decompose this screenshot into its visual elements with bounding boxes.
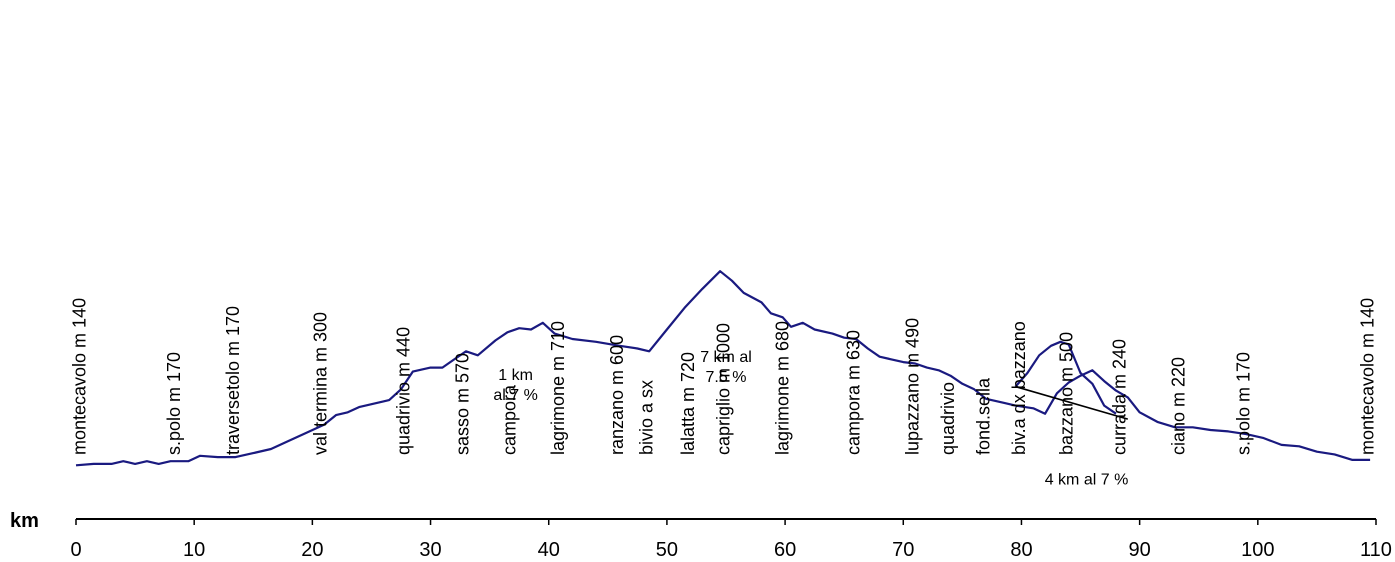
- gradient-note-line: al 7 %: [493, 387, 537, 404]
- place-label: lagrimone m 710: [548, 321, 568, 455]
- place-label: fond.sella: [974, 377, 994, 455]
- x-tick-label: 110: [1360, 539, 1392, 561]
- gradient-notes: 1 km al 7 % 7 km al 7.5 % 4 km al 7 %: [493, 349, 1128, 488]
- gradient-note-line: 7 km al: [700, 349, 752, 366]
- x-tick-label: 30: [419, 539, 441, 561]
- gradient-note: 1 km al 7 %: [493, 367, 537, 404]
- place-label: biv.a dx bazzano: [1009, 321, 1029, 455]
- place-label: montecavolo m 140: [1358, 298, 1378, 455]
- elevation-series-line: [75, 270, 1371, 467]
- place-label: ranzano m 600: [607, 335, 627, 455]
- place-label: lagrimone m 680: [773, 321, 793, 455]
- x-tick-label: 20: [301, 539, 323, 561]
- place-label: lalatta m 720: [678, 352, 698, 455]
- place-labels: montecavolo m 140 s.polo m 170 traversetol…: [70, 298, 1378, 455]
- place-label: lupazzano m 490: [903, 318, 923, 455]
- gradient-note-line: 1 km: [498, 367, 533, 384]
- gradient-note: 4 km al 7 %: [1045, 471, 1129, 488]
- x-tick-label: 100: [1241, 539, 1274, 561]
- x-tick-label: 40: [538, 539, 560, 561]
- x-tick-label: 60: [774, 539, 796, 561]
- x-tick-label: 70: [892, 539, 914, 561]
- x-tick-label: 80: [1010, 539, 1032, 561]
- x-axis-ticks: 0 10 20 30 40 50 60 70 80 90 100 110: [70, 519, 1392, 561]
- gradient-guide-line: [1015, 385, 1129, 420]
- x-tick-label: 50: [656, 539, 678, 561]
- place-label: s.polo m 170: [164, 352, 184, 455]
- place-label: sasso m 570: [452, 353, 472, 455]
- place-label: val termina m 300: [311, 312, 331, 455]
- place-label: quadrivio m 440: [393, 327, 413, 455]
- place-label: campora: [500, 384, 520, 455]
- place-label: bivio a sx: [637, 380, 657, 455]
- place-label: traversetolo m 170: [223, 306, 243, 455]
- place-label: s.polo m 170: [1234, 352, 1254, 455]
- place-label: ciano m 220: [1169, 357, 1189, 455]
- place-label: quadrivio: [938, 382, 958, 455]
- place-label: currada m 240: [1110, 339, 1130, 455]
- gradient-note-line: 4 km al 7 %: [1045, 471, 1129, 488]
- x-axis-title: km: [10, 510, 39, 532]
- x-tick-label: 10: [183, 539, 205, 561]
- place-label: montecavolo m 140: [70, 298, 90, 455]
- profile-lines: [75, 270, 1371, 467]
- x-tick-label: 90: [1129, 539, 1151, 561]
- place-label: bazzano m 500: [1056, 332, 1076, 455]
- bazzano-detour-line: [1014, 340, 1117, 415]
- gradient-note: 7 km al 7.5 %: [700, 349, 752, 386]
- x-tick-label: 0: [70, 539, 81, 561]
- place-label: capriglio m 1000: [714, 323, 734, 455]
- place-label: campora m 630: [844, 330, 864, 455]
- gradient-note-line: 7.5 %: [706, 369, 747, 386]
